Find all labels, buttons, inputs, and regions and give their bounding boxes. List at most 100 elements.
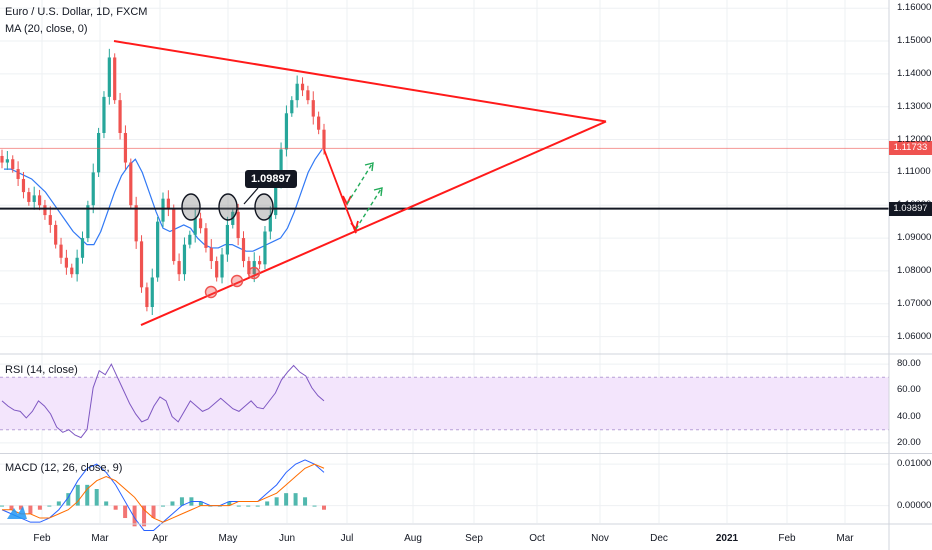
level-callout[interactable]: 1.09897 — [245, 170, 297, 188]
price-tick-label: 1.09000 — [897, 232, 932, 244]
bullish-arrow-dashed — [346, 163, 373, 205]
price-tick-label: 1.11000 — [897, 166, 931, 178]
drawings[interactable] — [0, 40, 889, 327]
candle-body — [274, 182, 278, 216]
macd-histogram-bar — [104, 501, 109, 506]
candle-body — [37, 195, 42, 206]
macd-histogram-bar — [9, 505, 14, 510]
macd-histogram-bar — [0, 505, 4, 507]
candle-body — [241, 238, 246, 262]
time-tick-label: Apr — [152, 533, 168, 544]
candle-body — [118, 100, 122, 133]
time-tick-label: Feb — [778, 533, 796, 544]
candle-body — [80, 238, 85, 258]
time-tick-label: Oct — [529, 533, 545, 544]
price-tick-label: 1.06000 — [897, 330, 932, 342]
candle-body — [91, 172, 95, 206]
macd-histogram-bar — [132, 505, 137, 527]
candle-body — [86, 205, 90, 239]
candle-body — [0, 155, 4, 163]
candle-body — [188, 234, 192, 245]
candle-body — [225, 224, 229, 255]
rsi-tick-label: 80.00 — [897, 358, 921, 370]
candle-body — [258, 261, 262, 265]
candle-body — [279, 149, 283, 183]
price-tick-label: 1.15000 — [897, 35, 932, 47]
candle-body — [97, 132, 101, 173]
candle-body — [123, 132, 128, 163]
highlight-circle — [247, 266, 261, 280]
bullish-arrowhead — [364, 162, 374, 172]
highlight-ellipse — [254, 193, 274, 221]
rsi-band — [0, 377, 889, 430]
macd-histogram-bar — [170, 501, 175, 506]
macd-histogram-bar — [142, 505, 147, 527]
candle-body — [172, 208, 176, 262]
candle-body — [295, 83, 299, 101]
rsi-line-path — [1, 363, 325, 439]
macd-histogram-bar — [113, 505, 118, 510]
time-tick-label: Feb — [33, 533, 51, 544]
candle-body — [113, 57, 117, 101]
time-tick-label: Sep — [465, 533, 483, 544]
macd-histogram-bar — [293, 493, 298, 506]
macd-histogram-bar — [161, 505, 165, 507]
candle-body — [54, 224, 58, 245]
time-tick-label: Mar — [91, 533, 109, 544]
ma-legend: MA (20, close, 0) — [5, 23, 88, 35]
time-tick-label: Nov — [591, 533, 609, 544]
level-price-tag: 1.09897 — [889, 201, 932, 216]
candle-body — [150, 277, 154, 308]
candle-body — [263, 231, 267, 265]
price-tick-label: 1.10000 — [897, 199, 932, 211]
candle-body — [284, 113, 289, 150]
macd-histogram-bar — [85, 484, 90, 506]
macd-histogram-bar — [179, 497, 184, 506]
macd-tick-label: 0.00000 — [897, 499, 932, 511]
macd-histogram-bar — [274, 497, 279, 506]
rsi-tick-label: 60.00 — [897, 384, 921, 396]
rsi-tick-label: 40.00 — [897, 410, 921, 422]
candle-body — [177, 261, 181, 275]
candles[interactable] — [0, 48, 326, 316]
time-tick-label: Jul — [340, 533, 354, 544]
candle-body — [139, 241, 144, 288]
candle-body — [306, 90, 310, 101]
macd-tick-label: 0.01000 — [897, 458, 932, 470]
candle-body — [322, 129, 326, 150]
macd-histogram-bar — [303, 497, 308, 506]
candle-body — [220, 254, 224, 278]
candle-body — [290, 100, 294, 114]
highlight-circle — [230, 274, 244, 288]
candle-body — [268, 215, 272, 232]
symbol-title: Euro / U.S. Dollar, 1D, FXCM — [5, 6, 148, 18]
candle-body — [247, 261, 251, 275]
macd-histogram-bar — [56, 501, 61, 506]
macd-histogram-bar — [198, 501, 203, 506]
candle-body — [300, 83, 305, 91]
price-tick-label: 1.14000 — [897, 67, 932, 79]
macd-histogram-bar — [255, 505, 260, 507]
candle-body — [102, 96, 106, 133]
signal-line-path — [2, 463, 325, 523]
rsi-tick-label: 20.00 — [897, 436, 921, 448]
time-tick-label: May — [218, 533, 238, 544]
candle-body — [209, 247, 213, 262]
candle-body — [204, 228, 208, 248]
candle-body — [107, 57, 111, 97]
candle-body — [70, 267, 74, 275]
tradingview-logo-icon[interactable] — [6, 504, 28, 520]
candle-body — [16, 169, 20, 179]
macd-histogram-bar — [312, 505, 317, 507]
candle-body — [166, 198, 170, 209]
candle-body — [59, 244, 63, 258]
candle-body — [193, 218, 197, 235]
candle-body — [317, 116, 321, 130]
macd-histogram-bar — [123, 505, 128, 519]
macd-histogram-bar — [28, 505, 33, 514]
macd-histogram-bar — [151, 505, 156, 519]
macd-histogram-bar — [94, 489, 99, 506]
candle-body — [32, 195, 36, 202]
